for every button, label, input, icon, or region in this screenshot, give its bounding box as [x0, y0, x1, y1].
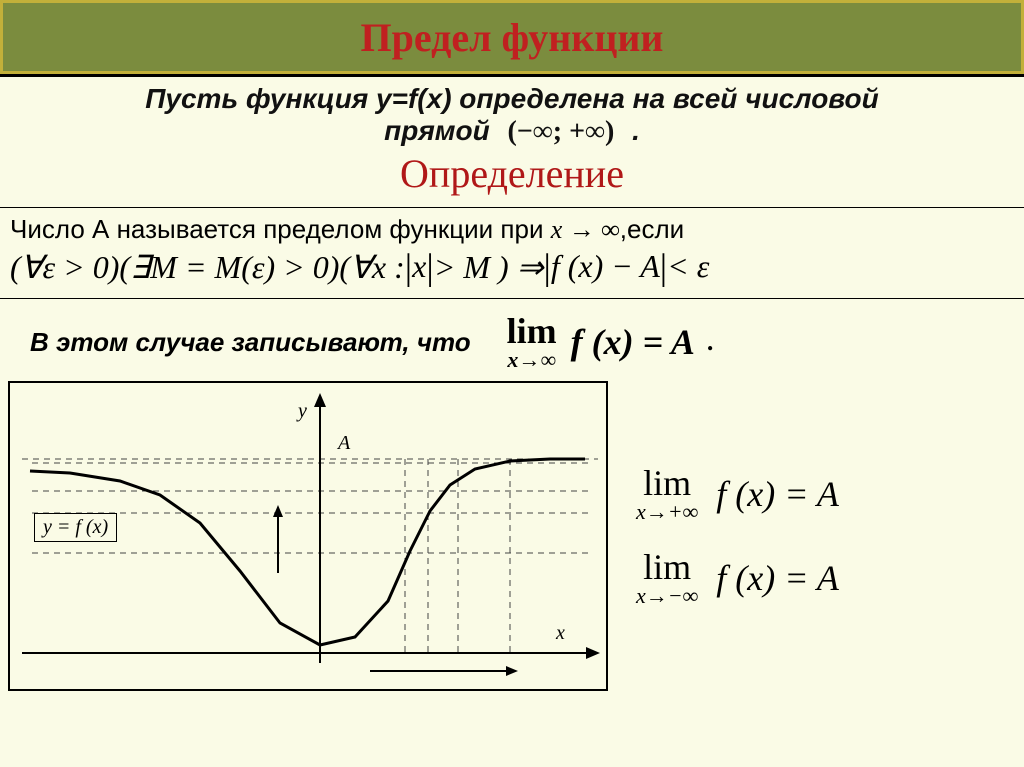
note-row: В этом случае записывают, что lim x→∞ f … [0, 299, 1024, 377]
f-p3: < ε [667, 248, 709, 285]
svg-text:y: y [296, 400, 307, 422]
lim-sub: x→+∞ [636, 501, 698, 523]
abs-bar-r1: | [426, 245, 433, 288]
lim-word: lim [643, 465, 691, 501]
intro-line2a: прямой [384, 115, 490, 146]
def-text-b: ,если [620, 214, 684, 244]
lim-block: limx→+∞ [636, 465, 698, 523]
definition-formula: (∀ε > 0)(∃M = M(ε) > 0)(∀x : | x | > M )… [10, 245, 1014, 288]
lim-rhs-text: f (x) = A [571, 322, 695, 362]
limit-equation-1: limx→−∞f (x) = A [636, 549, 1016, 607]
f-p2: > M ) ⇒ [434, 248, 544, 286]
function-label: y = f (x) [34, 513, 117, 542]
f-abs1-x: x [412, 248, 426, 285]
right-equations: limx→+∞f (x) = Alimx→−∞f (x) = A [608, 381, 1016, 691]
def-cond: x → ∞ [551, 215, 620, 244]
definition-heading: Определение [0, 150, 1024, 197]
lim-rhs: f (x) = A [698, 473, 839, 515]
lower-row: yAxy = f (x) limx→+∞f (x) = Alimx→−∞f (x… [0, 377, 1024, 691]
lim-sub: x→−∞ [636, 585, 698, 607]
graph-panel: y Ax y = f (x) [8, 381, 608, 691]
svg-text:x: x [555, 622, 565, 644]
lim-word: lim [643, 549, 691, 585]
definition-text: Число А называется пределом функции при … [10, 214, 1014, 245]
limit-equation-0: limx→+∞f (x) = A [636, 465, 1016, 523]
abs-bar-l2: | [543, 245, 550, 288]
slide-title: Предел функции [361, 14, 664, 61]
interval-notation: (−∞; +∞) [498, 116, 625, 147]
lim-rhs: f (x) = A [557, 321, 695, 363]
abs-bar-r2: | [660, 245, 667, 288]
lim-word: lim [507, 313, 557, 349]
f-abs2: f (x) − A [551, 248, 660, 285]
definition-box: Число А называется пределом функции при … [0, 207, 1024, 299]
intro-line1: Пусть функция y=f(x) определена на всей … [10, 83, 1014, 115]
slide-title-bar: Предел функции [0, 0, 1024, 74]
note-dot: . [695, 327, 714, 357]
lim-sub: x→∞ [507, 349, 556, 371]
lim-rhs: f (x) = A [698, 557, 839, 599]
intro-block: Пусть функция y=f(x) определена на всей … [0, 77, 1024, 148]
lim-block: limx→−∞ [636, 549, 698, 607]
f-p1: (∀ε > 0)(∃M = M(ε) > 0)(∀x : [10, 248, 405, 286]
def-text-a: Число А называется пределом функции при [10, 214, 551, 244]
note-text: В этом случае записывают, что [30, 327, 471, 358]
svg-text:A: A [336, 432, 351, 454]
intro-line2b: . [632, 115, 640, 146]
lim-block-inline: lim x→∞ [507, 313, 557, 371]
intro-line2: прямой (−∞; +∞) . [10, 115, 1014, 148]
